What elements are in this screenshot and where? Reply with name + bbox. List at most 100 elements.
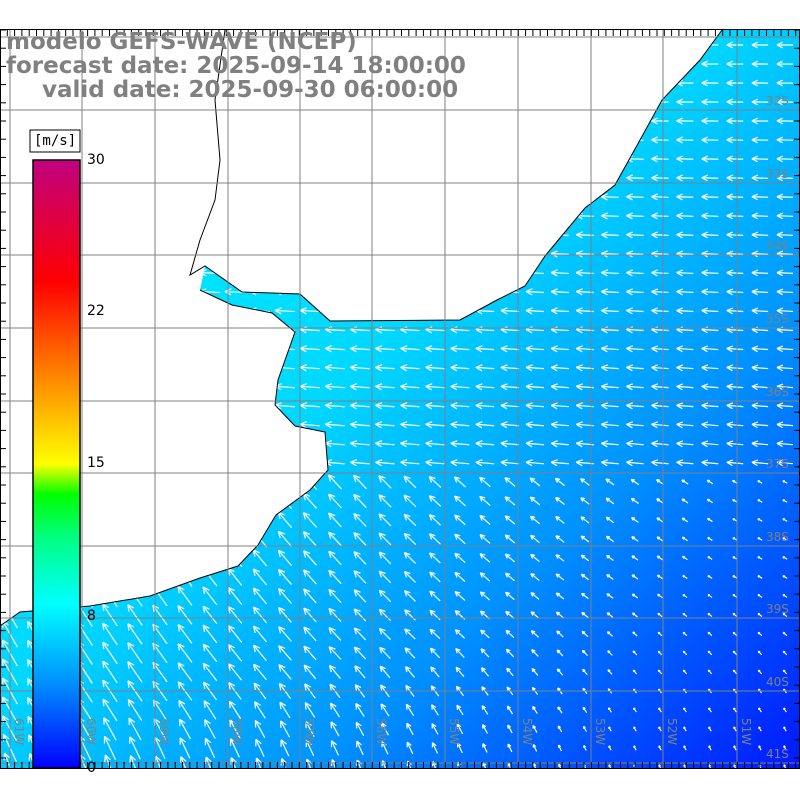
wind-arrow [581, 592, 589, 600]
wind-arrow [726, 421, 744, 429]
wind-arrow [278, 626, 292, 642]
wind-arrow [733, 745, 737, 751]
wind-arrow [475, 459, 495, 467]
wind-arrow [651, 440, 669, 448]
latitude-label: 36S [766, 385, 789, 399]
wind-arrow [701, 364, 719, 372]
wind-arrow [353, 532, 367, 546]
wind-arrow [127, 699, 143, 721]
wind-arrow [525, 383, 545, 391]
wind-arrow [626, 364, 644, 372]
longitude-label: 52W [665, 718, 679, 746]
wind-arrow [355, 702, 365, 717]
wind-arrow [430, 666, 440, 678]
wind-arrow [707, 612, 713, 618]
wind-arrow [353, 493, 367, 508]
wind-arrow [626, 288, 644, 296]
wind-arrow [757, 537, 763, 541]
longitude-label: 56W [374, 718, 388, 746]
wind-arrow [557, 725, 563, 733]
wind-arrow [751, 345, 769, 353]
wind-arrow [751, 440, 769, 448]
wind-arrow [328, 531, 342, 547]
wind-arrow [202, 586, 218, 606]
wind-arrow [555, 535, 565, 543]
wind-arrow [658, 745, 662, 751]
wind-arrow [378, 589, 392, 603]
wind-arrow [751, 231, 769, 239]
wind-arrow [651, 364, 669, 372]
wind-arrow [229, 738, 240, 758]
wind-arrow [776, 117, 794, 125]
wind-arrow [178, 699, 192, 720]
wind-arrow [701, 288, 719, 296]
wind-arrow [429, 571, 441, 583]
wind-arrow [505, 610, 515, 620]
wind-arrow [479, 572, 491, 582]
wind-arrow [500, 364, 520, 372]
wind-arrow [481, 724, 488, 734]
wind-arrow [708, 745, 712, 751]
wind-arrow [179, 756, 190, 768]
wind-arrow [328, 588, 342, 604]
wind-arrow [178, 718, 191, 740]
wind-arrow [324, 364, 345, 372]
wind-arrow [532, 705, 538, 714]
wind-arrow [676, 345, 694, 353]
wind-arrow [456, 723, 464, 735]
wind-arrow [682, 593, 688, 598]
latitude-label: 34S [766, 239, 789, 253]
wind-arrow [203, 700, 217, 720]
wind-arrow [651, 421, 669, 429]
wind-arrow [555, 592, 565, 600]
wind-arrow [328, 646, 342, 660]
wind-arrow [504, 515, 516, 525]
wind-arrow [676, 155, 694, 163]
wind-arrow [328, 664, 341, 679]
wind-arrow [606, 593, 614, 599]
wind-arrow [328, 627, 342, 641]
wind-arrow [757, 631, 763, 637]
wind-arrow [305, 720, 315, 737]
wind-arrow [454, 552, 466, 564]
wind-arrow [229, 719, 241, 739]
wind-arrow [507, 743, 513, 753]
wind-arrow [580, 497, 590, 505]
wind-arrow [580, 554, 590, 562]
longitude-label: 60W [84, 718, 98, 746]
wind-arrow [375, 383, 395, 391]
wind-arrow [751, 41, 769, 49]
wind-arrow [676, 383, 694, 391]
colorbar-tick: 0 [87, 760, 96, 776]
colorbar-tick: 15 [87, 455, 105, 471]
longitude-label: 54W [520, 718, 534, 746]
wind-arrow [651, 383, 669, 391]
wind-arrow [529, 496, 541, 506]
wind-arrow [701, 193, 719, 201]
wind-arrow [532, 724, 538, 733]
wind-arrow [404, 628, 416, 640]
wind-arrow [732, 631, 738, 637]
wind-arrow [782, 612, 788, 618]
wind-arrow [582, 725, 587, 732]
wind-arrow [400, 345, 420, 353]
wind-arrow [657, 612, 663, 618]
wind-arrow [375, 364, 395, 372]
wind-arrow [751, 117, 769, 125]
wind-arrow [324, 421, 345, 429]
wind-arrow [302, 531, 317, 547]
wind-arrow [701, 174, 719, 182]
wind-arrow [455, 647, 465, 658]
wind-arrow [732, 556, 738, 560]
wind-arrow [529, 515, 540, 525]
wind-arrow [304, 702, 316, 718]
wind-arrow [757, 518, 763, 522]
wind-arrow [732, 518, 738, 522]
wind-arrow [751, 307, 769, 315]
wind-arrow [757, 480, 763, 484]
wind-arrow [400, 440, 420, 448]
wind-arrow [431, 704, 439, 716]
wind-arrow [682, 650, 688, 656]
wind-arrow [350, 402, 370, 410]
wind-arrow [683, 764, 687, 768]
